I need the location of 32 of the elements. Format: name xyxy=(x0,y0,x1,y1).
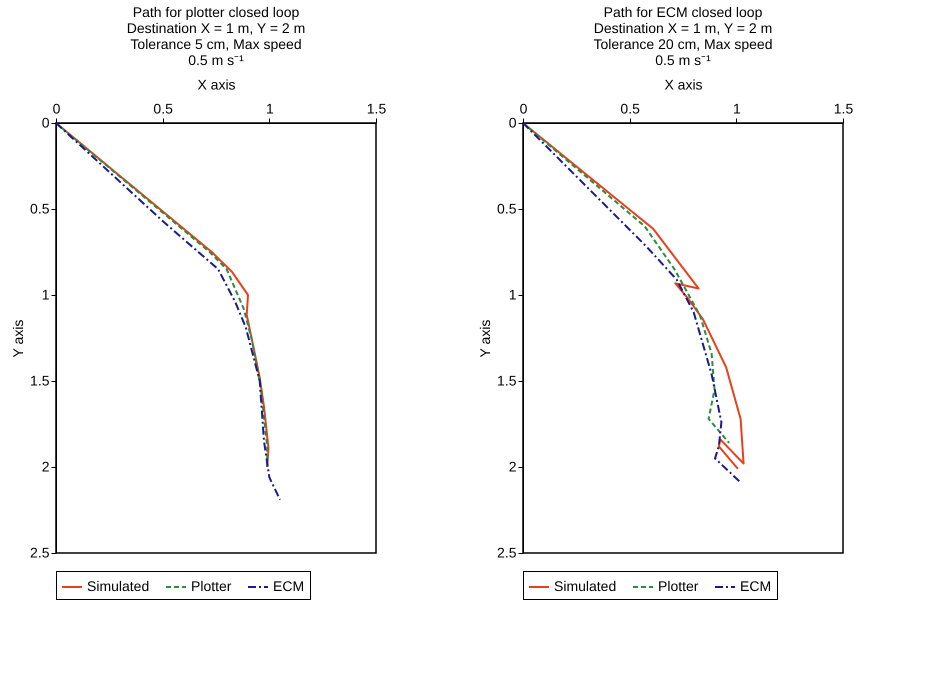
y-tick-label: 2.5 xyxy=(30,544,50,560)
y-tick-label: 2 xyxy=(508,458,517,474)
legend-label: Simulated xyxy=(554,578,616,594)
y-tick-label: 2.5 xyxy=(497,544,517,560)
x-axis-title: X axis xyxy=(664,76,703,92)
x-tick-label: 0.5 xyxy=(620,100,640,116)
y-tick-label: 0 xyxy=(42,114,50,130)
x-axis-title: X axis xyxy=(197,76,236,92)
x-tick-label: 0.5 xyxy=(153,100,174,116)
y-tick-label: 0.5 xyxy=(497,200,517,216)
x-tick-label: 1.5 xyxy=(834,100,854,116)
x-tick-label: 0 xyxy=(520,100,528,116)
chart-title: Path for plotter closed loop Destination X = 1 m, Y = 2 m Tolerance 5 cm, Max speed 0.5 m s⁻¹ xyxy=(126,4,306,68)
y-tick-label: 1 xyxy=(42,286,50,302)
x-tick-label: 1 xyxy=(266,100,274,116)
x-tick-label: 1.5 xyxy=(366,100,386,116)
chart-title: Path for ECM closed loop Destination X = 1 m, Y = 2 m Tolerance 20 cm, Max speed 0.5 m s⁻¹ xyxy=(594,4,772,68)
y-tick-label: 2 xyxy=(42,458,50,474)
y-tick-label: 0.5 xyxy=(30,200,50,216)
legend-label: Plotter xyxy=(658,578,699,594)
y-tick-label: 1 xyxy=(508,286,517,302)
x-tick-label: 0 xyxy=(52,100,61,116)
legend-label: Simulated xyxy=(87,578,150,594)
y-axis-title: Y axis xyxy=(10,320,26,358)
legend-label: ECM xyxy=(740,578,772,594)
y-tick-label: 1.5 xyxy=(30,372,50,388)
legend-label: Plotter xyxy=(191,578,232,594)
y-axis-title: Y axis xyxy=(477,320,494,358)
y-tick-label: 1.5 xyxy=(497,372,517,388)
y-tick-label: 0 xyxy=(508,114,517,130)
x-tick-label: 1 xyxy=(732,100,741,116)
legend-label: ECM xyxy=(273,578,304,594)
